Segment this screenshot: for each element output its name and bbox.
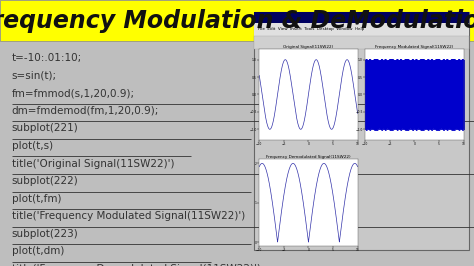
- Text: subplot(223): subplot(223): [12, 229, 79, 239]
- Title: Frequency Demodulated Signal(11SW22): Frequency Demodulated Signal(11SW22): [266, 155, 351, 159]
- FancyBboxPatch shape: [254, 23, 469, 36]
- Title: Frequency Modulated Signal(11SW22): Frequency Modulated Signal(11SW22): [375, 45, 454, 49]
- Text: fm=fmmod(s,1,20,0.9);: fm=fmmod(s,1,20,0.9);: [12, 88, 135, 98]
- FancyBboxPatch shape: [254, 36, 469, 49]
- Text: s=sin(t);: s=sin(t);: [12, 71, 57, 81]
- Title: Original Signal(11SW22): Original Signal(11SW22): [283, 45, 334, 49]
- Text: Frequency Modulation & DeModulation: Frequency Modulation & DeModulation: [0, 9, 474, 33]
- Text: subplot(221): subplot(221): [12, 123, 79, 134]
- Text: plot(t,s): plot(t,s): [12, 141, 53, 151]
- Text: title('Frequency Demodulated Signal(11SW22)'): title('Frequency Demodulated Signal(11SW…: [12, 264, 261, 266]
- Text: plot(t,fm): plot(t,fm): [12, 194, 61, 204]
- Text: t=-10:.01:10;: t=-10:.01:10;: [12, 53, 82, 63]
- FancyBboxPatch shape: [254, 12, 469, 23]
- Text: File  Edit  View  Insert  Tools  Desktop  Window  Help: File Edit View Insert Tools Desktop Wind…: [258, 27, 365, 31]
- Text: title('Frequency Modulated Signal(11SW22)'): title('Frequency Modulated Signal(11SW22…: [12, 211, 245, 221]
- FancyBboxPatch shape: [254, 12, 469, 250]
- Text: plot(t,dm): plot(t,dm): [12, 246, 64, 256]
- Text: subplot(222): subplot(222): [12, 176, 79, 186]
- FancyBboxPatch shape: [0, 0, 474, 41]
- Text: title('Original Signal(11SW22)'): title('Original Signal(11SW22)'): [12, 159, 174, 169]
- Text: dm=fmdemod(fm,1,20,0.9);: dm=fmdemod(fm,1,20,0.9);: [12, 106, 159, 116]
